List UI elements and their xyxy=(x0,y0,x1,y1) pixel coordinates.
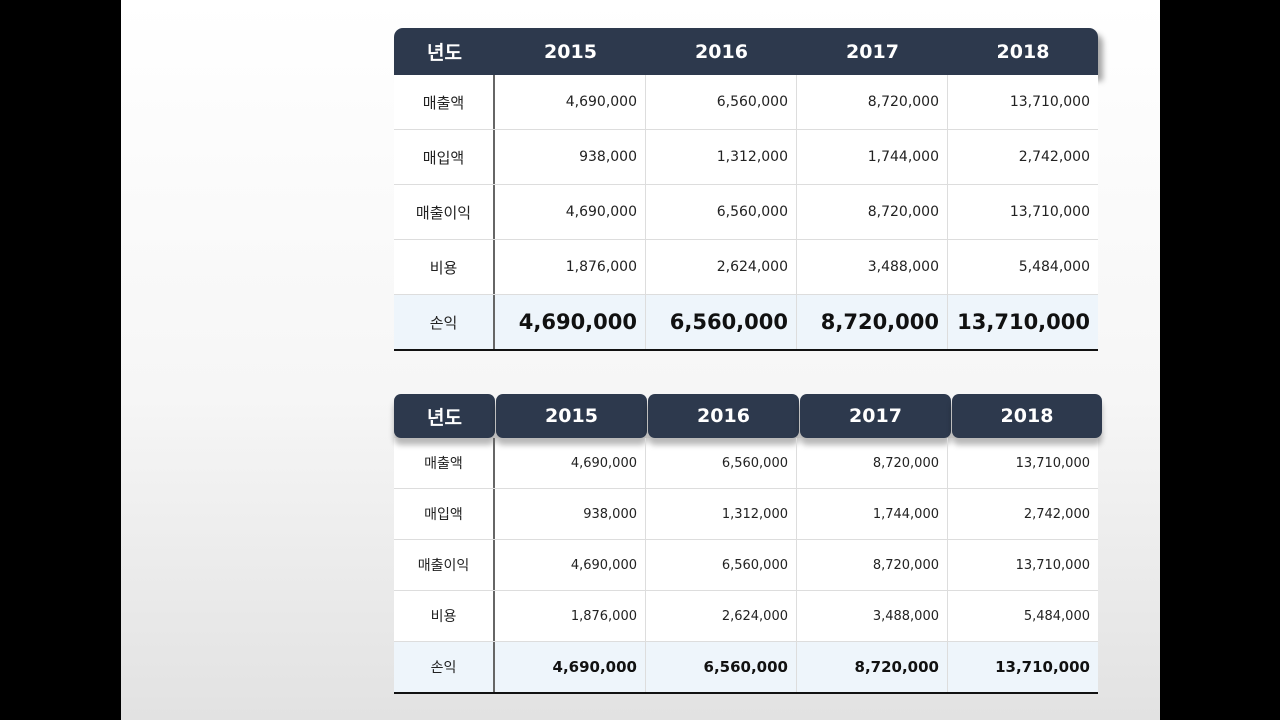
table-cell: 3,488,000 xyxy=(797,240,948,294)
table-header: 년도 2015 2016 2017 2018 xyxy=(394,394,1102,438)
table-cell: 8,720,000 xyxy=(797,438,948,488)
table-cell: 13,710,000 xyxy=(1015,557,1090,573)
table-cell: 1,744,000 xyxy=(797,130,948,184)
table-cell: 2,624,000 xyxy=(646,240,797,294)
table-cell: 938,000 xyxy=(495,130,646,184)
header-cell-2015: 2015 xyxy=(544,40,597,63)
table-cell: 4,690,000 xyxy=(495,438,646,488)
total-cell: 13,710,000 xyxy=(995,658,1090,676)
table-cell: 13,710,000 xyxy=(1009,204,1090,220)
header-cell-2017: 2017 xyxy=(846,40,899,63)
table-row: 매출액 4,690,000 6,560,000 8,720,000 13,710… xyxy=(394,75,1098,130)
table-cell: 6,560,000 xyxy=(646,438,797,488)
table-cell: 13,710,000 xyxy=(1009,94,1090,110)
table-cell: 13,710,000 xyxy=(1015,455,1090,471)
table-cell: 1,876,000 xyxy=(495,240,646,294)
total-row: 손익 4,690,000 6,560,000 8,720,000 13,710,… xyxy=(394,295,1098,351)
slide: 년도 2015 2016 2017 2018 매출액 4,690,000 6,5… xyxy=(121,0,1160,720)
table-cell: 4,690,000 xyxy=(495,185,646,239)
total-row: 손익 4,690,000 6,560,000 8,720,000 13,710,… xyxy=(394,642,1098,694)
total-cell: 4,690,000 xyxy=(495,642,646,692)
table-row: 매입액 938,000 1,312,000 1,744,000 2,742,00… xyxy=(394,130,1098,185)
total-cell: 4,690,000 xyxy=(495,295,646,349)
row-label: 매입액 xyxy=(394,130,495,184)
header-cell-2018: 2018 xyxy=(952,394,1102,438)
header-cell-2018: 2018 xyxy=(996,40,1050,63)
row-label: 매입액 xyxy=(394,489,495,539)
table-cell: 4,690,000 xyxy=(495,75,646,129)
total-cell: 8,720,000 xyxy=(797,642,948,692)
table-cell: 6,560,000 xyxy=(646,540,797,590)
row-label: 매출액 xyxy=(394,438,495,488)
table-row: 매출액 4,690,000 6,560,000 8,720,000 13,710… xyxy=(394,438,1098,489)
total-cell: 8,720,000 xyxy=(797,295,948,349)
table-cell: 1,876,000 xyxy=(495,591,646,641)
financial-table-2: 년도 2015 2016 2017 2018 매출액 4,690,000 6,5… xyxy=(394,394,1102,694)
table-row: 매입액 938,000 1,312,000 1,744,000 2,742,00… xyxy=(394,489,1098,540)
table-cell: 4,690,000 xyxy=(495,540,646,590)
table-cell: 2,742,000 xyxy=(1023,506,1090,522)
table-cell: 3,488,000 xyxy=(797,591,948,641)
header-cell-2017: 2017 xyxy=(800,394,951,438)
table-row: 비용 1,876,000 2,624,000 3,488,000 5,484,0… xyxy=(394,240,1098,295)
row-label: 손익 xyxy=(394,642,495,692)
table-row: 비용 1,876,000 2,624,000 3,488,000 5,484,0… xyxy=(394,591,1098,642)
table-cell: 2,624,000 xyxy=(646,591,797,641)
financial-table-1: 년도 2015 2016 2017 2018 매출액 4,690,000 6,5… xyxy=(394,28,1098,351)
table-cell: 1,744,000 xyxy=(797,489,948,539)
header-cell-2016: 2016 xyxy=(648,394,799,438)
row-label: 손익 xyxy=(394,295,495,349)
table-cell: 8,720,000 xyxy=(797,75,948,129)
total-cell: 13,710,000 xyxy=(957,310,1090,334)
row-label: 매출이익 xyxy=(394,540,495,590)
table-cell: 938,000 xyxy=(495,489,646,539)
total-cell: 6,560,000 xyxy=(646,295,797,349)
table-cell: 1,312,000 xyxy=(646,489,797,539)
table-row: 매출이익 4,690,000 6,560,000 8,720,000 13,71… xyxy=(394,185,1098,240)
table-cell: 8,720,000 xyxy=(797,540,948,590)
row-label: 매출이익 xyxy=(394,185,495,239)
table-cell: 5,484,000 xyxy=(1018,259,1090,275)
table-cell: 1,312,000 xyxy=(646,130,797,184)
header-cell-2015: 2015 xyxy=(496,394,647,438)
table-cell: 8,720,000 xyxy=(797,185,948,239)
table-cell: 2,742,000 xyxy=(1018,149,1090,165)
table-cell: 5,484,000 xyxy=(1023,608,1090,624)
header-cell-year: 년도 xyxy=(394,394,495,438)
table-cell: 6,560,000 xyxy=(646,185,797,239)
table-header: 년도 2015 2016 2017 2018 xyxy=(394,28,1098,75)
header-cell-year: 년도 xyxy=(427,42,462,64)
total-cell: 6,560,000 xyxy=(646,642,797,692)
row-label: 비용 xyxy=(394,591,495,641)
table-row: 매출이익 4,690,000 6,560,000 8,720,000 13,71… xyxy=(394,540,1098,591)
row-label: 매출액 xyxy=(394,75,495,129)
table-cell: 6,560,000 xyxy=(646,75,797,129)
row-label: 비용 xyxy=(394,240,495,294)
header-cell-2016: 2016 xyxy=(695,40,748,63)
